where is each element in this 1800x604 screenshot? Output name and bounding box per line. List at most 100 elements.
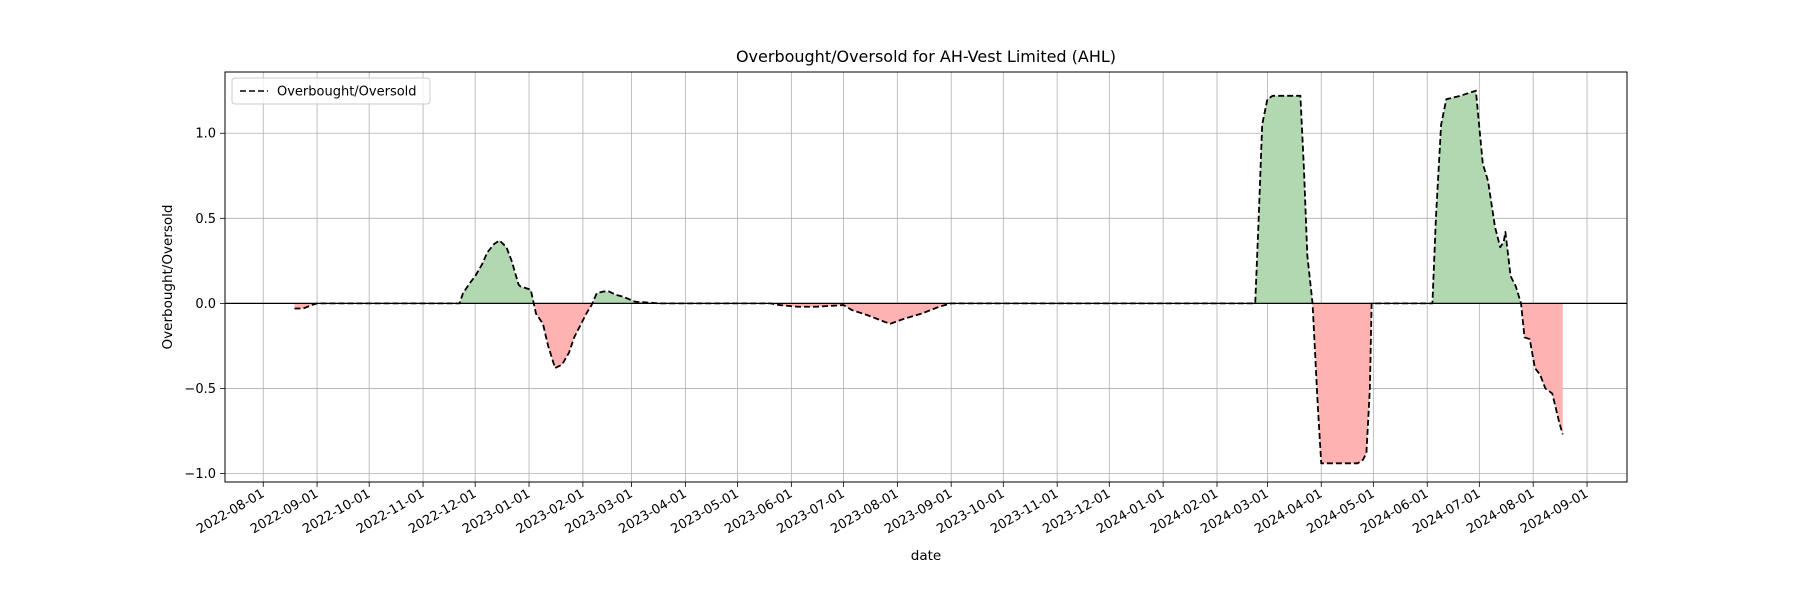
series-point [1371, 303, 1372, 304]
series-point [867, 315, 868, 316]
series-point [1500, 247, 1501, 248]
series-point [1362, 459, 1363, 460]
series-point [1524, 337, 1525, 338]
series-point [852, 310, 853, 311]
series-point [904, 318, 905, 319]
series-point [1216, 303, 1217, 304]
series-point [316, 303, 317, 304]
series-point [779, 304, 780, 305]
series-point [1515, 286, 1516, 287]
series-point [1432, 303, 1433, 304]
series-point [1057, 303, 1058, 304]
series-point [1441, 124, 1442, 125]
y-axis-ticks: 1.0 0.5 0.0 −0.5 −1.0 [184, 127, 225, 482]
series-point [586, 313, 587, 314]
x-axis-label: date [911, 548, 941, 564]
series-point [1545, 388, 1546, 389]
series-point [561, 364, 562, 365]
y-tick-label: 0.5 [195, 212, 216, 227]
negative-fill-area [659, 303, 1256, 324]
series-point [294, 308, 295, 309]
series-point [885, 321, 886, 322]
series-point [1303, 167, 1304, 168]
series-point [615, 294, 616, 295]
series-point [568, 352, 569, 353]
series-point [1460, 95, 1461, 96]
series-point [1109, 303, 1110, 304]
y-tick-label: −0.5 [184, 382, 216, 397]
series-point [596, 293, 597, 294]
series-point [1397, 303, 1398, 304]
series-point [1487, 180, 1488, 181]
series-point [1482, 163, 1483, 164]
series-point [1446, 99, 1447, 100]
y-tick-label: 1.0 [195, 127, 216, 142]
series-point [469, 282, 470, 283]
series-point [311, 304, 312, 305]
series-point [1345, 463, 1346, 464]
negative-fill-area [1312, 303, 1433, 464]
series-point [511, 260, 512, 261]
series-point [1552, 393, 1553, 394]
fill-areas [294, 90, 1563, 464]
series-point [1003, 303, 1004, 304]
series-point [459, 303, 460, 304]
series-point [591, 304, 592, 305]
series-point [815, 306, 816, 307]
series-point [770, 303, 771, 304]
series-point [1255, 303, 1256, 304]
series-point [1163, 303, 1164, 304]
series-point [659, 303, 660, 304]
negative-fill-area [1521, 303, 1563, 435]
series-point [499, 240, 500, 241]
series-point [520, 286, 521, 287]
series-point [921, 313, 922, 314]
series-point [1312, 303, 1313, 304]
legend-entry-label: Overbought/Oversold [277, 85, 417, 100]
series-point [1307, 255, 1308, 256]
series-point [1427, 303, 1428, 304]
series-point [1435, 218, 1436, 219]
positive-fill-area [592, 291, 771, 304]
series-point [938, 306, 939, 307]
series-point [506, 247, 507, 248]
series-point [487, 252, 488, 253]
legend: Overbought/Oversold [231, 77, 431, 105]
series-point [574, 337, 575, 338]
series-point [1534, 367, 1535, 368]
y-tick-label: −1.0 [184, 467, 216, 482]
negative-fill-area [533, 303, 593, 369]
series-point [548, 345, 549, 346]
series-point [1317, 405, 1318, 406]
series-point [843, 304, 844, 305]
series-point [554, 367, 555, 368]
series-point [1267, 99, 1268, 100]
series-point [1258, 218, 1259, 219]
series-point [482, 264, 483, 265]
series-point [475, 276, 476, 277]
series-point [1505, 231, 1506, 232]
grid [225, 72, 1627, 482]
series-point [951, 303, 952, 304]
positive-fill-area [317, 240, 534, 304]
positive-fill-area [951, 95, 1313, 304]
series-point [581, 323, 582, 324]
series-point [1559, 422, 1560, 423]
series-point [1494, 226, 1495, 227]
series-point [622, 296, 623, 297]
series-point [341, 303, 342, 304]
series-point [890, 323, 891, 324]
series-point [303, 308, 304, 309]
series-point [1510, 276, 1511, 277]
series-point [1369, 388, 1370, 389]
series-point [1503, 242, 1504, 243]
series-point [647, 302, 648, 303]
series-point [1262, 124, 1263, 125]
series-point [608, 291, 609, 292]
y-tick-label: 0.0 [195, 297, 216, 312]
series-point [798, 306, 799, 307]
series-point [530, 289, 531, 290]
series-point [1540, 374, 1541, 375]
series-point [393, 303, 394, 304]
